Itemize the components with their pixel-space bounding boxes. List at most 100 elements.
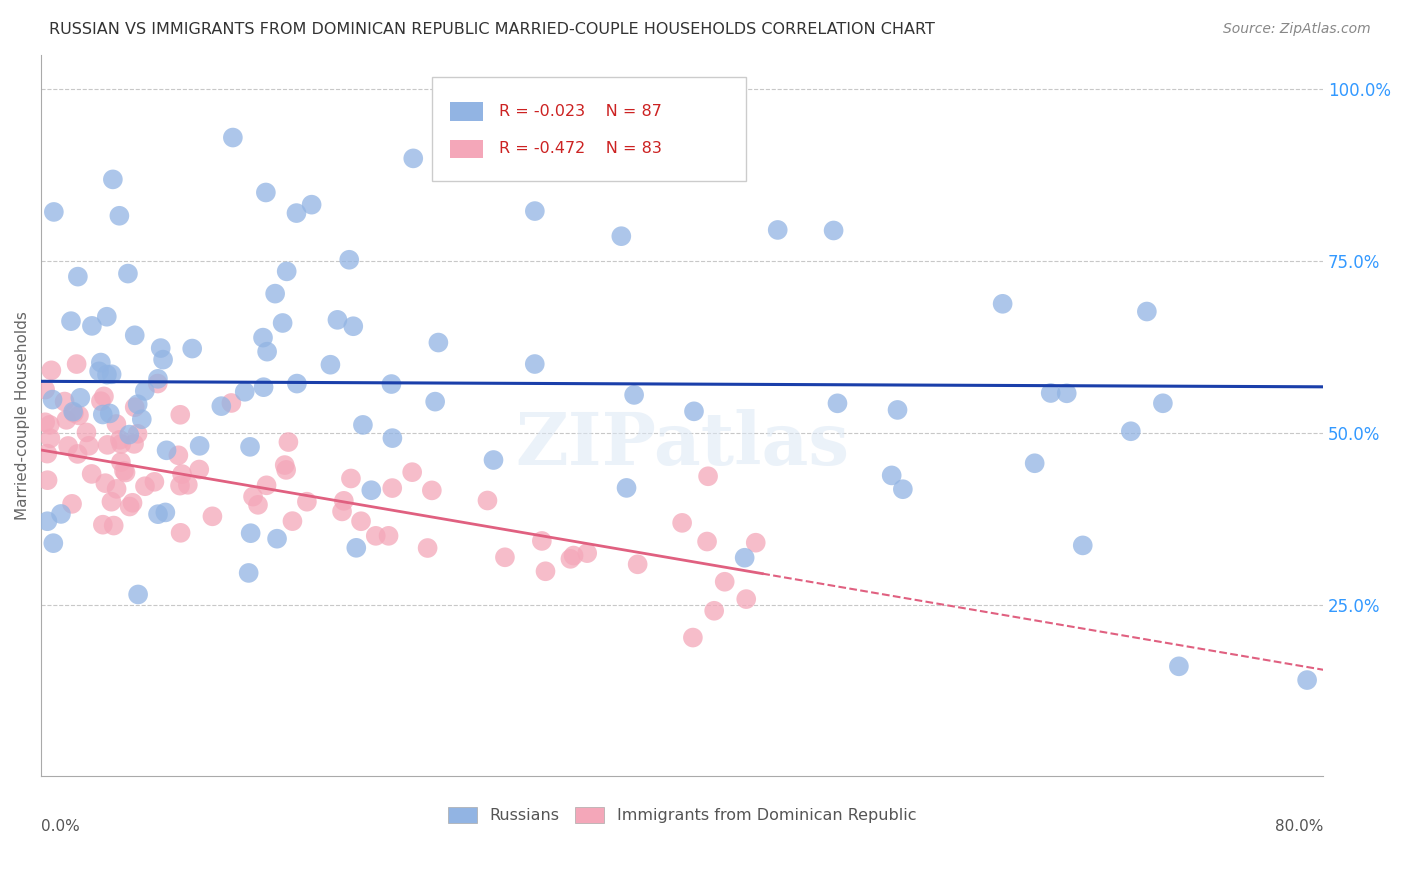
Point (146, 372, 169, 386)
Point (90, 394, 112, 409)
Text: 80.0%: 80.0% (1275, 820, 1323, 834)
Point (152, 352, 174, 367)
Point (127, 397, 149, 411)
Text: R = -0.472    N = 83: R = -0.472 N = 83 (499, 141, 662, 156)
Point (745, 535, 768, 549)
Point (420, 483, 443, 498)
Point (42, 205, 65, 219)
Text: R = -0.023    N = 87: R = -0.023 N = 87 (499, 103, 662, 119)
Point (65, 357, 87, 371)
Point (108, 433, 131, 447)
Point (886, 403, 908, 417)
Point (188, 439, 211, 453)
Point (381, 481, 404, 495)
Point (155, 443, 177, 458)
Point (380, 377, 402, 392)
Point (239, 526, 262, 541)
Point (37, 514, 59, 528)
Point (169, 408, 191, 422)
Point (562, 549, 585, 563)
Point (401, 465, 423, 479)
Point (276, 264, 298, 278)
Point (94, 476, 117, 491)
Point (281, 514, 304, 528)
Point (105, 417, 128, 431)
Point (823, 223, 845, 237)
Point (285, 206, 308, 220)
Point (671, 516, 693, 530)
Point (155, 505, 177, 519)
Point (121, 496, 143, 510)
Point (252, 331, 274, 345)
Point (101, 172, 124, 186)
Point (110, 437, 132, 451)
Point (697, 469, 720, 483)
Point (342, 319, 364, 334)
Point (41, 363, 63, 377)
Point (696, 534, 718, 549)
Point (69, 391, 91, 405)
Point (91, 517, 114, 532)
Point (80, 467, 103, 481)
Point (352, 417, 374, 432)
Point (246, 498, 269, 512)
Point (53, 394, 76, 409)
Point (77, 439, 100, 453)
Point (100, 368, 122, 382)
Point (827, 396, 849, 410)
Point (80, 318, 103, 333)
Point (494, 550, 516, 565)
Text: ZIPatlas: ZIPatlas (515, 409, 849, 480)
Point (233, 384, 256, 399)
Point (523, 357, 546, 371)
Point (256, 344, 278, 359)
Point (416, 541, 439, 555)
Point (67, 409, 90, 423)
Point (118, 500, 141, 514)
Bar (450, 102, 484, 120)
Text: Source: ZipAtlas.com: Source: ZipAtlas.com (1223, 22, 1371, 37)
Point (683, 404, 706, 418)
Point (112, 464, 135, 478)
Point (271, 316, 294, 330)
Point (103, 518, 125, 533)
Point (59, 314, 82, 328)
Point (37, 447, 59, 461)
Point (1039, 386, 1062, 401)
Point (98, 406, 121, 420)
Point (1024, 456, 1046, 470)
Point (295, 494, 318, 508)
Point (117, 267, 139, 281)
Point (108, 209, 131, 223)
Point (134, 384, 156, 398)
Point (256, 478, 278, 492)
Point (534, 564, 557, 578)
Point (149, 341, 172, 355)
Point (337, 252, 360, 267)
Point (118, 427, 141, 442)
Point (62, 405, 84, 419)
Point (90, 355, 112, 369)
Point (242, 490, 264, 504)
Point (37, 473, 59, 487)
Point (122, 437, 145, 451)
Point (364, 529, 387, 543)
Point (713, 574, 735, 589)
Point (209, 399, 232, 413)
Point (1056, 386, 1078, 401)
Point (66, 269, 89, 284)
Point (38, 417, 60, 432)
Point (60, 497, 83, 511)
Point (181, 342, 204, 356)
Point (100, 494, 122, 508)
Point (1296, 673, 1319, 687)
Point (169, 525, 191, 540)
Point (766, 223, 789, 237)
Point (264, 286, 287, 301)
Point (55, 413, 77, 427)
Point (333, 493, 356, 508)
Point (66, 447, 89, 461)
Point (177, 477, 200, 491)
Point (1152, 396, 1174, 410)
Point (381, 431, 404, 445)
